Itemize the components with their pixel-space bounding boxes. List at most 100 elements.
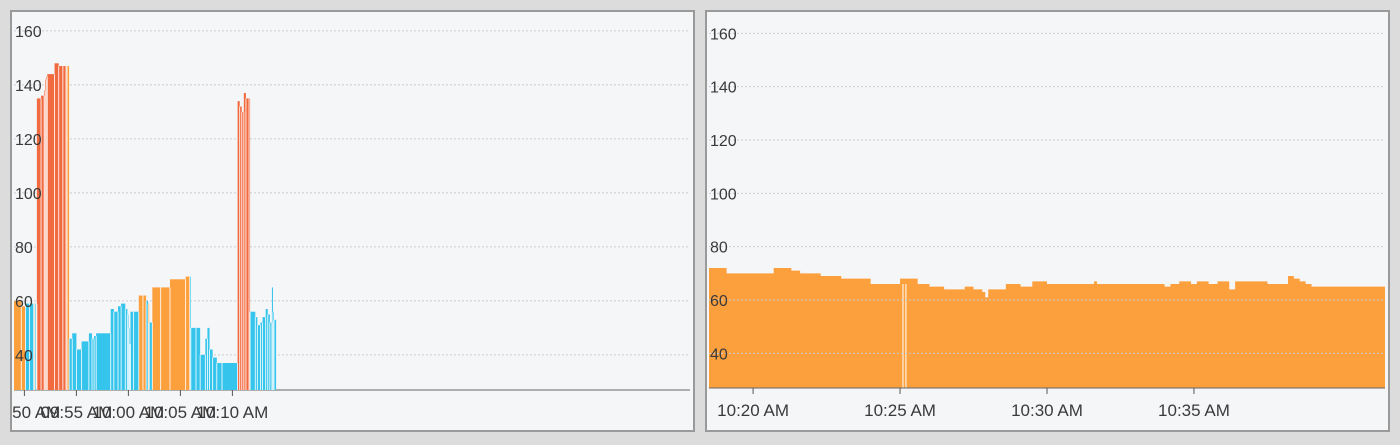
bar: [125, 309, 128, 390]
bar: [121, 303, 126, 390]
bar: [69, 338, 73, 390]
bar: [14, 300, 22, 390]
bar: [190, 327, 196, 390]
bar: [160, 287, 170, 390]
area-chart-right: 40 60 80 100 120 140 160 10:20 AM 10:25 AM 10:30 …: [709, 26, 1385, 420]
x-tick-label: 10:25 AM: [864, 401, 936, 420]
y-tick-label: 40: [15, 348, 33, 365]
bar: [133, 311, 139, 390]
x-tick-label: 10:00 AM: [92, 403, 164, 422]
bar: [274, 319, 277, 390]
bar: [207, 327, 210, 390]
y-tick-label: 160: [15, 24, 42, 41]
x-tick-label: 10:10 AM: [196, 403, 268, 422]
y-tick-label: 100: [710, 186, 737, 203]
bar: [47, 74, 55, 390]
y-tick-label: 80: [15, 240, 33, 257]
bar: [249, 98, 251, 391]
x-tick-label: 09:50 AM: [12, 403, 60, 422]
bar: [110, 309, 114, 390]
y-tick-label: 140: [15, 78, 42, 95]
bar: [94, 336, 97, 390]
bar: [222, 363, 238, 390]
y-tick-label: 120: [710, 133, 737, 150]
bar: [243, 93, 246, 390]
bar: [170, 279, 186, 390]
area-series: [709, 268, 1385, 388]
chart-panel-right: 40 60 80 100 120 140 160 10:20 AM 10:25 AM 10:30 …: [705, 10, 1390, 432]
bar: [241, 111, 244, 391]
bar: [250, 311, 256, 390]
bar: [138, 295, 143, 390]
bar: [66, 66, 68, 390]
area-group: [709, 268, 1385, 388]
bar: [76, 349, 82, 390]
bar: [267, 314, 270, 390]
bar: [185, 276, 190, 390]
bar: [62, 66, 66, 390]
bar: [146, 300, 149, 390]
bar: [29, 303, 34, 390]
bar: [272, 311, 274, 390]
bar: [96, 333, 111, 390]
bar: [130, 311, 134, 390]
bar: [216, 363, 222, 390]
bars-group: [14, 63, 277, 391]
bar: [142, 295, 147, 390]
y-tick-label: 60: [15, 294, 33, 311]
bar: [44, 90, 46, 391]
bar: [148, 303, 150, 390]
bar: [255, 317, 258, 390]
bar: [262, 317, 266, 390]
bar: [41, 95, 45, 390]
bar: [209, 349, 213, 390]
bar: [212, 357, 217, 390]
bar: [200, 354, 206, 390]
bar: [21, 306, 26, 390]
bar: [45, 79, 47, 390]
bar: [36, 98, 42, 391]
bar: [127, 314, 129, 390]
bar: [54, 63, 59, 391]
bar: [58, 66, 63, 390]
x-tick-label: 10:05 AM: [144, 403, 216, 422]
bar: [196, 327, 201, 390]
x-tick-label: 10:35 AM: [1158, 401, 1230, 420]
bar: [237, 101, 240, 390]
bar: [205, 338, 208, 390]
bar: [128, 327, 130, 390]
x-tick-label: 10:20 AM: [717, 401, 789, 420]
bar: [152, 287, 161, 390]
y-tick-label: 40: [710, 346, 728, 363]
bar: [92, 338, 95, 390]
bar: [260, 322, 263, 390]
bar: [265, 309, 268, 390]
bar: [149, 322, 153, 390]
bar: [257, 325, 261, 390]
bar: [129, 344, 131, 390]
bar: [113, 311, 118, 390]
bar: [33, 303, 35, 390]
bar: [271, 287, 273, 390]
bar: [34, 303, 36, 390]
x-tick-label: 10:30 AM: [1011, 401, 1083, 420]
bar: [81, 341, 89, 390]
bar: [72, 333, 77, 390]
y-tick-label: 60: [710, 293, 728, 310]
bar: [239, 106, 242, 390]
bar: [189, 276, 191, 390]
bar: [118, 306, 122, 390]
bar: [67, 66, 70, 390]
bar: [25, 303, 30, 390]
y-tick-label: 160: [710, 26, 737, 43]
bar: [88, 333, 92, 390]
bar: [269, 322, 272, 390]
bar: [245, 98, 250, 391]
x-tick-label: 09:55 AM: [40, 403, 112, 422]
y-tick-label: 140: [710, 80, 737, 97]
y-tick-label: 100: [15, 186, 42, 203]
y-tick-label: 80: [710, 240, 728, 257]
y-tick-label: 120: [15, 132, 42, 149]
